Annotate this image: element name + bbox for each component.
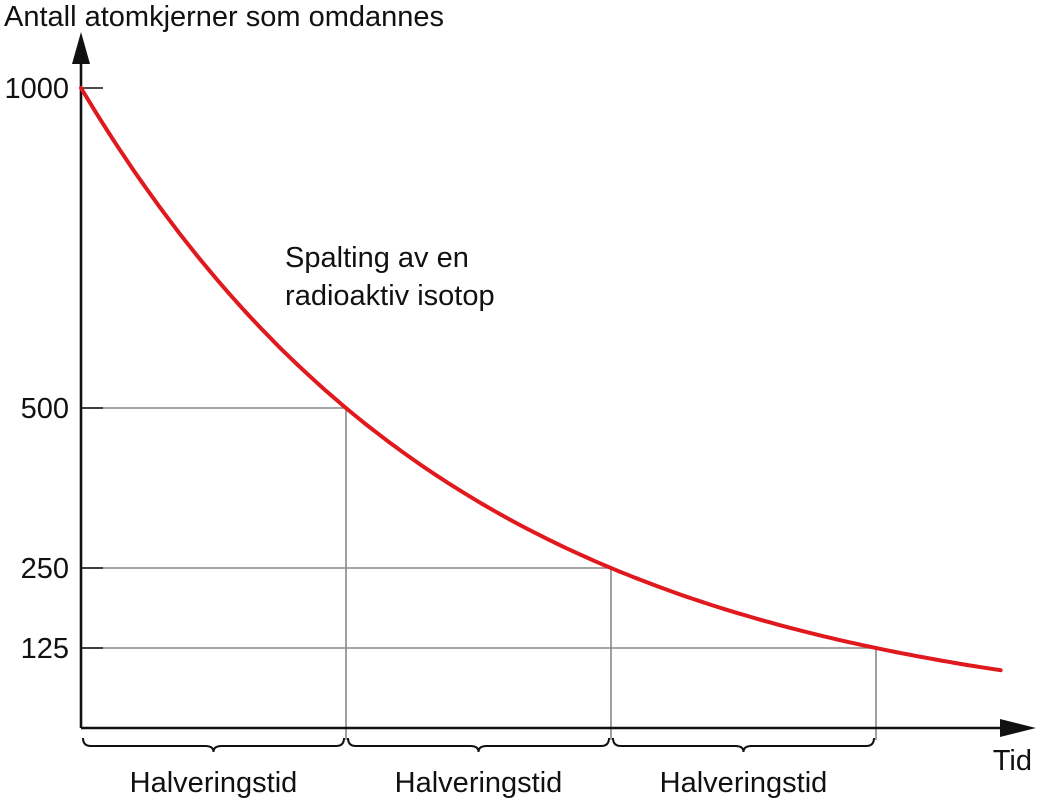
axes xyxy=(72,32,1036,737)
y-axis-title: Antall atomkjerner som omdannes xyxy=(4,1,444,33)
interval-brace-1 xyxy=(82,737,345,753)
y-tick-label-125: 125 xyxy=(21,633,69,665)
interval-label-3: Halveringstid xyxy=(660,767,828,799)
curve-annotation: Spalting av en radioaktiv isotop xyxy=(285,242,495,312)
annotation-line-2: radioaktiv isotop xyxy=(285,280,495,312)
y-tick-label-1000: 1000 xyxy=(4,73,69,105)
interval-label-2: Halveringstid xyxy=(395,767,563,799)
interval-brace-3 xyxy=(612,737,875,753)
decay-curve xyxy=(79,86,1003,673)
x-axis-arrow xyxy=(1000,719,1036,737)
guide-lines xyxy=(81,407,877,740)
decay-curve-group xyxy=(79,86,1003,673)
y-tick-label-250: 250 xyxy=(21,553,69,585)
annotation-line-1: Spalting av en xyxy=(285,242,469,274)
interval-braces: Halveringstid Halveringstid Halveringstid xyxy=(82,737,875,799)
interval-brace-2 xyxy=(347,737,610,753)
y-ticks: 1000 500 250 125 xyxy=(4,73,103,665)
interval-label-1: Halveringstid xyxy=(130,767,298,799)
y-axis-arrow xyxy=(72,32,90,64)
y-tick-label-500: 500 xyxy=(21,393,69,425)
x-axis-title: Tid xyxy=(993,745,1032,777)
